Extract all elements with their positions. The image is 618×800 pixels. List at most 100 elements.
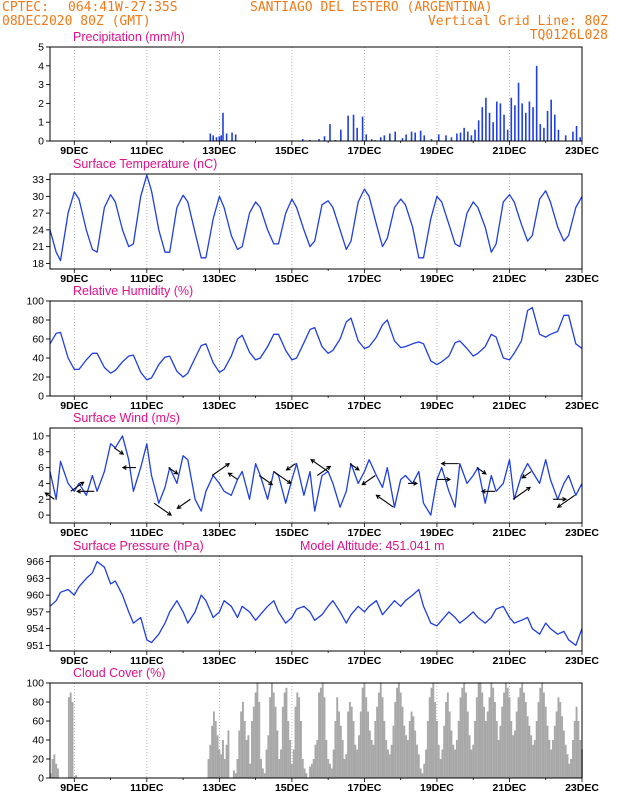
precipitation-bar bbox=[401, 138, 404, 141]
wind-arrow-head bbox=[480, 488, 486, 494]
wind-y-tick-label: 10 bbox=[32, 430, 44, 442]
cloud-cover-bar bbox=[309, 766, 311, 778]
precipitation-bar bbox=[301, 139, 304, 141]
cloud-cover-bar bbox=[225, 744, 228, 778]
wind-arrow bbox=[113, 447, 124, 455]
cloud-cover-bar bbox=[260, 759, 263, 778]
precipitation-title: Precipitation (mm/h) bbox=[73, 30, 185, 44]
precipitation-bar bbox=[499, 103, 502, 141]
temperature-title: Surface Temperature (nC) bbox=[73, 157, 217, 171]
cloud-cover-bar bbox=[319, 687, 322, 778]
temperature-x-tick-label: 9DEC bbox=[60, 273, 88, 285]
precipitation-bar bbox=[352, 114, 355, 141]
cloud-cover-bar bbox=[552, 740, 554, 778]
precipitation-x-tick-label: 9DEC bbox=[60, 145, 88, 157]
temperature-y-tick-label: 33 bbox=[32, 174, 44, 186]
wind-line bbox=[49, 435, 583, 516]
precipitation-bar bbox=[528, 101, 531, 141]
wind-arrow bbox=[286, 463, 296, 471]
cloud-cover-bar bbox=[459, 697, 462, 778]
cloud-cover-bar bbox=[548, 740, 551, 778]
cloud-cover-bar bbox=[278, 759, 281, 778]
cloud-cover-bar bbox=[365, 697, 368, 778]
cloud-cover-bar bbox=[452, 744, 455, 778]
cloud-cover-bar bbox=[521, 683, 524, 778]
wind-arrow-head bbox=[375, 494, 381, 500]
precipitation-x-tick-label: 15DEC bbox=[275, 145, 309, 157]
wind-arrow-head bbox=[440, 461, 446, 467]
wind-arrow bbox=[521, 471, 532, 479]
cloud-cover-x-tick-label: 13DEC bbox=[202, 782, 236, 794]
humidity-x-tick-label: 9DEC bbox=[60, 400, 88, 412]
cloud-cover-bar bbox=[363, 683, 366, 778]
cloud-cover-bar bbox=[263, 773, 266, 778]
cloud-cover-bar bbox=[370, 740, 373, 778]
cloud-cover-bar bbox=[55, 763, 58, 778]
wind-arrow bbox=[70, 481, 84, 492]
cloud-cover-bar bbox=[51, 759, 54, 778]
precipitation-y-tick-label: 1 bbox=[38, 117, 44, 129]
cloud-cover-bar bbox=[256, 683, 259, 778]
precipitation-bar bbox=[231, 132, 233, 141]
pressure-title: Surface Pressure (hPa) bbox=[73, 539, 204, 553]
cloud-cover-bar bbox=[475, 697, 478, 778]
cloud-cover-bar bbox=[247, 735, 250, 778]
precipitation-bar bbox=[481, 107, 484, 141]
pressure-x-tick-label: 13DEC bbox=[202, 655, 236, 667]
cloud-cover-bar bbox=[533, 740, 536, 778]
cloud-cover-bar bbox=[474, 721, 476, 778]
wind-y-tick-label: 4 bbox=[38, 478, 44, 490]
cloud-cover-bar bbox=[519, 687, 522, 778]
pressure-y-tick-label: 954 bbox=[26, 623, 44, 635]
cloud-cover-bar bbox=[497, 740, 500, 778]
precipitation-bar bbox=[488, 112, 491, 141]
wind-arrow-head bbox=[521, 474, 527, 479]
precipitation-bar bbox=[225, 133, 228, 141]
precipitation-bar bbox=[575, 125, 578, 141]
precipitation-bar bbox=[503, 114, 505, 141]
cloud-cover-bar bbox=[303, 768, 306, 778]
header-source: CPTEC: bbox=[2, 0, 49, 15]
humidity-y-tick-label: 60 bbox=[32, 334, 44, 346]
precipitation-plot-frame bbox=[49, 46, 583, 142]
cloud-cover-bar bbox=[524, 702, 527, 778]
cloud-cover-bar bbox=[579, 740, 582, 778]
cloud-cover-bar bbox=[553, 725, 556, 778]
cloud-cover-bar bbox=[388, 754, 391, 778]
cloud-cover-bar bbox=[410, 711, 413, 778]
wind-arrow bbox=[258, 475, 273, 486]
cloud-cover-bar bbox=[423, 763, 426, 778]
humidity-x-tick-label: 23DEC bbox=[565, 400, 599, 412]
cloud-cover-bar bbox=[232, 770, 235, 778]
cloud-cover-bar bbox=[528, 725, 531, 778]
cloud-cover-bar bbox=[445, 702, 447, 778]
cloud-cover-bar bbox=[412, 716, 415, 778]
cloud-cover-y-tick-label: 40 bbox=[32, 735, 44, 747]
wind-arrow bbox=[228, 472, 238, 480]
cloud-cover-x-tick-label: 11DEC bbox=[130, 782, 164, 794]
precipitation-bar bbox=[517, 82, 520, 141]
precipitation-bar bbox=[405, 134, 407, 141]
humidity-x-tick-label: 19DEC bbox=[420, 400, 454, 412]
cloud-cover-bar bbox=[573, 721, 576, 778]
wind-x-tick-label: 19DEC bbox=[420, 527, 454, 539]
precipitation-x-tick-label: 19DEC bbox=[420, 145, 454, 157]
precipitation-bar bbox=[474, 129, 476, 141]
wind-arrow bbox=[361, 475, 376, 486]
cloud-cover-y-tick-label: 100 bbox=[26, 678, 44, 690]
precipitation-bar bbox=[414, 132, 416, 141]
cloud-cover-bar bbox=[535, 721, 538, 778]
cloud-cover-bar bbox=[243, 721, 246, 778]
cloud-cover-bar bbox=[223, 759, 226, 778]
temperature-x-tick-label: 19DEC bbox=[420, 273, 454, 285]
cloud-cover-bar bbox=[290, 763, 293, 778]
cloud-cover-bar bbox=[372, 744, 375, 778]
cloud-cover-bar bbox=[347, 711, 350, 778]
cloud-cover-bar bbox=[301, 759, 304, 778]
precipitation-x-tick-label: 21DEC bbox=[493, 145, 527, 157]
cloud-cover-bar bbox=[477, 683, 480, 778]
cloud-cover-x-tick-label: 17DEC bbox=[347, 782, 381, 794]
cloud-cover-bar bbox=[49, 773, 52, 778]
cloud-cover-bar bbox=[443, 725, 446, 778]
cloud-cover-bar bbox=[254, 692, 257, 778]
